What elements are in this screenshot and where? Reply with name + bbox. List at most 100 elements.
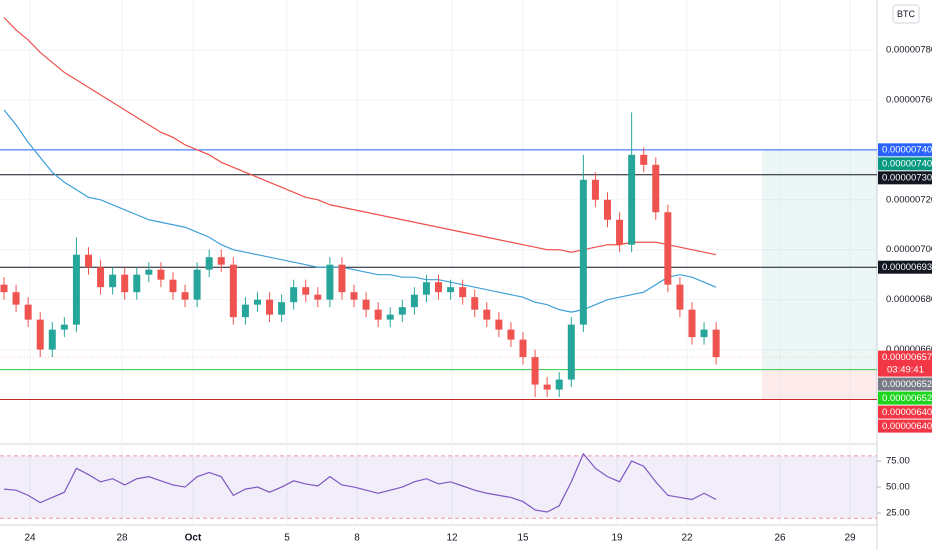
y-tick-label: 0.00000660 xyxy=(886,344,932,355)
x-tick-label: 29 xyxy=(844,533,856,544)
candle-body xyxy=(410,294,418,308)
x-tick-label: Oct xyxy=(185,533,202,544)
candle-body xyxy=(362,299,370,310)
price-label: 0.00000640 xyxy=(882,421,932,432)
rsi-line xyxy=(3,452,717,513)
moving-average xyxy=(3,17,717,256)
price-label-bg xyxy=(878,260,932,274)
price-label-bg xyxy=(878,391,932,405)
y-tick-label: 0.00000720 xyxy=(886,194,932,205)
price-label: 0.00000640 xyxy=(882,407,932,418)
position-profit xyxy=(762,149,877,370)
candle-body xyxy=(652,164,660,213)
x-tick-label: 12 xyxy=(446,533,458,544)
x-tick-label: 5 xyxy=(284,533,290,544)
candle-body xyxy=(205,257,213,270)
candle-body xyxy=(555,379,563,390)
price-label-bg xyxy=(878,350,932,377)
candle-body xyxy=(567,324,575,380)
candle-body xyxy=(84,254,92,268)
candle-body xyxy=(700,329,708,338)
candle-body xyxy=(676,284,684,310)
candle-body xyxy=(350,292,358,300)
x-tick-label: 28 xyxy=(116,533,128,544)
rsi-tick-label: 25.00 xyxy=(886,508,910,519)
price-label: 0.00000740 xyxy=(882,145,932,156)
candle-body xyxy=(12,292,20,305)
price-label-bg xyxy=(878,171,932,185)
price-label-bg xyxy=(878,377,932,391)
candle-body xyxy=(459,287,467,298)
candle-body xyxy=(531,357,539,385)
candle-body xyxy=(374,309,382,320)
candle-body xyxy=(169,279,177,293)
x-tick-label: 15 xyxy=(517,533,529,544)
rsi-tick-label: 50.00 xyxy=(886,482,910,493)
y-tick-label: 0.00000700 xyxy=(886,244,932,255)
candle-body xyxy=(628,154,636,245)
y-tick-label: 0.00000780 xyxy=(886,44,932,55)
candle-body xyxy=(181,292,189,300)
x-tick-label: 8 xyxy=(354,533,360,544)
x-tick-label: 26 xyxy=(774,533,786,544)
candle-body xyxy=(72,254,80,325)
candle-body xyxy=(386,314,394,320)
candle-body xyxy=(591,179,599,200)
candle-body xyxy=(278,302,286,315)
rsi-band xyxy=(0,455,877,519)
position-loss xyxy=(762,369,877,400)
candle-body xyxy=(36,319,44,350)
candle-body xyxy=(338,264,346,293)
candle-body xyxy=(543,384,551,390)
rsi-tick-label: 75.00 xyxy=(886,456,910,467)
candle-body xyxy=(507,329,515,340)
candle-body xyxy=(579,179,587,325)
price-label: 0.00000730 xyxy=(882,173,932,184)
candle-body xyxy=(48,329,56,350)
candle-body xyxy=(217,257,225,265)
candle-body xyxy=(495,319,503,330)
candle-body xyxy=(398,307,406,315)
price-label-bg xyxy=(878,157,932,171)
candle-body xyxy=(519,339,527,358)
candle-body xyxy=(483,309,491,320)
y-tick-label: 0.00000760 xyxy=(886,94,932,105)
candle-body xyxy=(229,264,237,318)
candle-body xyxy=(24,304,32,320)
candle-body xyxy=(471,297,479,310)
moving-average xyxy=(3,109,717,313)
candle-body xyxy=(97,267,105,288)
price-label-bg xyxy=(878,143,932,157)
candle-body xyxy=(0,284,8,293)
candle-body xyxy=(302,287,310,295)
candle-body xyxy=(664,212,672,285)
currency-box[interactable] xyxy=(892,4,920,24)
candle-body xyxy=(422,282,430,295)
candle-body xyxy=(447,287,455,293)
candle-body xyxy=(326,264,334,300)
candle-body xyxy=(60,324,68,330)
candle-body xyxy=(109,274,117,288)
candle-body xyxy=(604,199,611,220)
x-tick-label: 22 xyxy=(681,533,693,544)
currency[interactable]: BTC xyxy=(897,9,916,19)
candle-body xyxy=(121,274,129,293)
candle-body xyxy=(133,274,141,293)
candle-body xyxy=(241,304,249,318)
price-label: 0.00000657 xyxy=(882,352,932,363)
candle-body xyxy=(688,309,696,338)
candle-body xyxy=(145,269,153,275)
candle-body xyxy=(314,294,322,300)
candle-body xyxy=(435,282,443,293)
x-tick-label: 19 xyxy=(611,533,623,544)
price-label-bg xyxy=(878,405,932,419)
price-label: 0.00000740 xyxy=(882,159,932,170)
candle-body xyxy=(253,299,261,305)
candle-body xyxy=(640,154,648,165)
y-tick-label: 0.00000680 xyxy=(886,294,932,305)
price-label: 0.00000693 xyxy=(882,262,932,273)
price-label: 0.00000652 xyxy=(882,393,932,404)
candle-body xyxy=(290,287,298,303)
